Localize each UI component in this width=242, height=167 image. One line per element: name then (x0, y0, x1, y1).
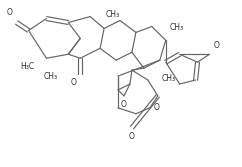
Text: O: O (154, 103, 160, 112)
Text: CH₃: CH₃ (162, 74, 176, 83)
Text: H₃C: H₃C (20, 62, 35, 71)
Text: O: O (129, 132, 135, 141)
Text: O: O (70, 78, 76, 87)
Text: CH₃: CH₃ (170, 23, 184, 32)
Text: O: O (213, 41, 219, 50)
Text: O: O (121, 100, 127, 109)
Text: CH₃: CH₃ (43, 72, 57, 81)
Text: O: O (7, 8, 13, 17)
Text: CH₃: CH₃ (106, 10, 120, 19)
